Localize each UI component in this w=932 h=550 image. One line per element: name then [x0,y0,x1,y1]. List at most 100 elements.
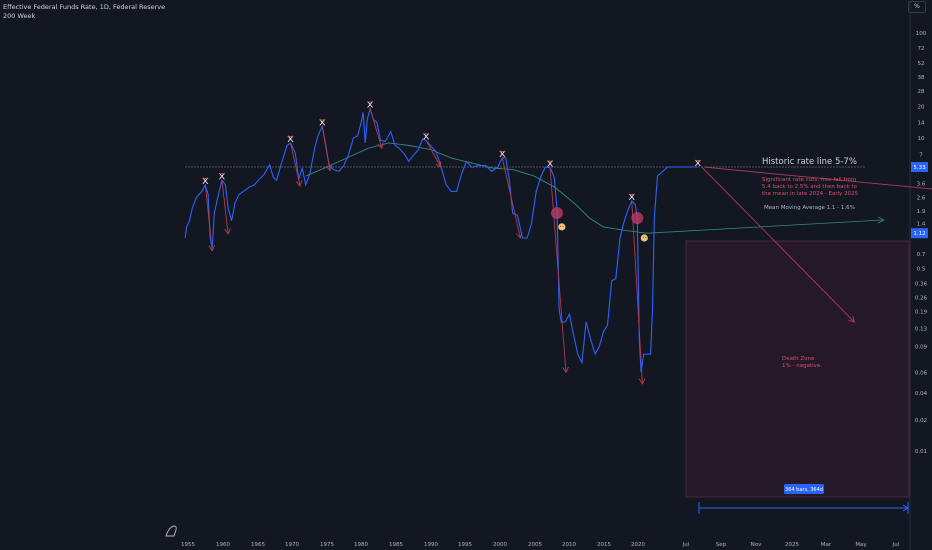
x-tick-label: 1965 [251,542,265,548]
peak-marker-icon [628,193,635,201]
tradingview-logo-icon [165,525,177,537]
mean-projection-line [647,219,884,234]
peak-marker-icon [695,159,701,167]
range-label-badge [784,484,824,494]
bear-emoji-eye [560,225,562,227]
x-tick-label: Sep [716,542,727,548]
x-tick-label: May [855,542,867,548]
y-tick-label: 0.36 [915,281,928,287]
x-tick-label: 2015 [597,542,611,548]
y-tick-label: 2.6 [917,195,926,201]
peak-marker-icon [423,133,429,140]
down-arrowhead [325,164,333,172]
x-tick-label: 1960 [216,542,230,548]
x-tick-label: Jul [682,542,690,548]
y-tick-label: 1.9 [917,209,926,215]
x-tick-label: 1955 [181,542,195,548]
y-tick-label: 72 [918,46,925,52]
down-arrowhead [208,245,215,252]
down-arrowhead [848,316,856,323]
x-tick-label: 1985 [389,542,403,548]
peak-marker-icon [219,172,225,180]
x-tick-label: Mar [821,542,832,548]
down-arrowhead [562,366,569,374]
bear-emoji-eye [644,236,646,238]
x-tick-label: 1970 [285,542,299,548]
log-scale-button[interactable]: % [908,1,926,13]
y-tick-label: 38 [918,75,925,81]
highlight-circle [631,212,644,225]
death-zone-annotation-line: Death Zone [782,356,815,362]
price-label-badge [911,162,928,172]
down-arrow [290,142,301,187]
series-effective-fed-funds-rate [184,106,698,373]
y-tick-label: 0.04 [915,391,928,397]
price-label-text: 1.12 [913,231,925,237]
y-tick-label: 10 [918,136,925,142]
y-tick-label: 0.09 [915,345,928,351]
y-tick-label: 52 [918,61,925,67]
highlight-circle [551,207,563,220]
y-tick-label: 0.13 [915,326,928,332]
bear-emoji-icon [640,234,648,242]
x-tick-label: 2020 [631,542,645,548]
death-zone-annotation-line: 1% - negative. [782,363,822,369]
x-tick-label: 1980 [354,542,368,548]
y-tick-label: 3.6 [917,182,926,188]
down-arrowhead [516,232,523,239]
peak-marker-icon [202,177,209,185]
down-arrowhead [295,180,303,187]
peak-marker-icon [319,119,326,126]
x-tick-label: 1990 [424,542,438,548]
peak-marker-icon [547,160,553,167]
down-arrow [369,108,383,149]
series-200-week [305,142,648,234]
down-arrow [321,126,331,171]
historic-rate-annotation: Historic rate line 5-7% [762,157,857,167]
y-tick-label: 20 [918,104,925,110]
bear-emoji-icon [558,223,566,231]
x-tick-label: 2025 [785,542,799,548]
x-tick-label: Jul [892,542,900,548]
y-tick-label: 0.02 [915,418,927,424]
rate-cuts-annotation-line: the mean in late 2024 - Early 2025 [762,191,859,197]
mean-projection-arrowhead [877,216,885,224]
y-tick-label: 100 [916,31,927,37]
x-tick-label: 2010 [562,542,576,548]
peak-marker-icon [287,135,294,143]
down-arrow [705,166,932,190]
down-arrow [425,140,442,168]
x-tick-label: 1995 [458,542,472,548]
y-tick-label: 28 [918,89,925,95]
y-tick-label: 0.7 [917,252,926,258]
bear-emoji-eye [562,225,564,227]
down-arrow [701,166,855,323]
mean-moving-average-annotation: Mean Moving Average 1.1 - 1.6% [764,205,855,211]
y-tick-label: 0.19 [915,310,928,316]
range-label-text: 364 bars, 364d [785,487,823,493]
down-arrowhead [435,161,442,169]
x-tick-label: 2000 [493,542,507,548]
y-tick-label: 0.26 [915,296,928,302]
bear-emoji-eye [642,236,644,238]
y-tick-label: 1.4 [917,222,926,228]
down-arrowhead [377,142,384,150]
death-zone-box [685,240,910,498]
price-label-badge [911,228,928,239]
down-arrowhead [224,228,231,235]
peak-marker-icon [367,101,373,108]
rate-cuts-annotation-line: Significant rate cuts, free fall from [762,177,856,183]
y-tick-label: 0.01 [915,449,927,455]
y-tick-label: 14 [918,121,925,127]
peak-marker-icon [499,150,506,158]
chart-symbol-title: Effective Federal Funds Rate, 1D, Federa… [3,3,166,11]
down-arrow [501,157,521,239]
x-tick-label: 1975 [320,542,334,548]
down-arrowhead [638,378,646,385]
down-arrow [204,184,213,251]
y-tick-label: 7 [919,152,923,158]
y-tick-label: 0.5 [917,267,926,273]
x-tick-label: 2005 [528,542,542,548]
price-label-text: 5.33 [913,165,926,171]
